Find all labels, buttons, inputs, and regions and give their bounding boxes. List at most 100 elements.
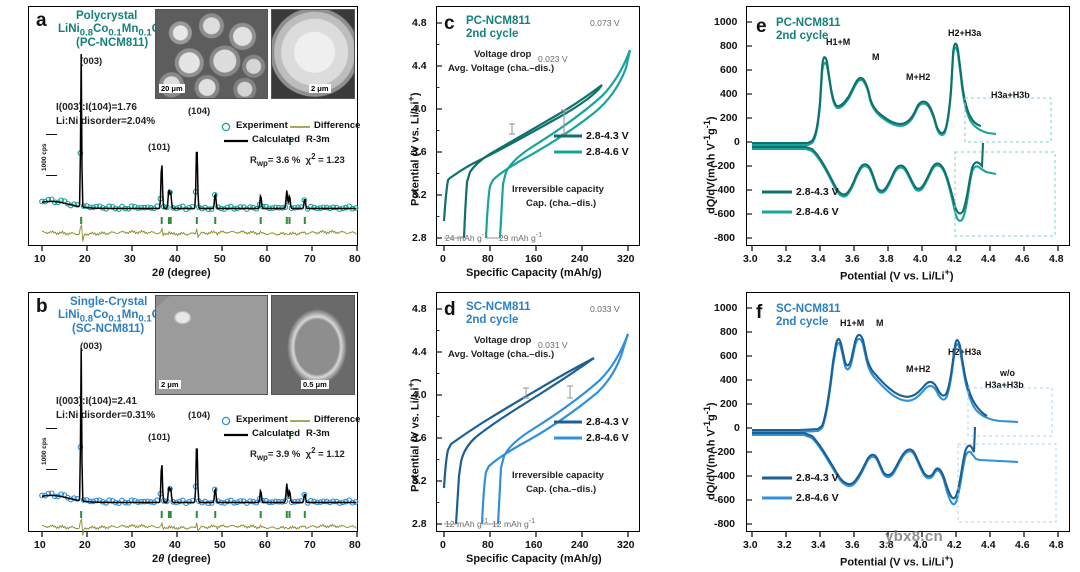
panel-e-ytick-0: 0: [734, 136, 740, 148]
panel-b-legend-calculated: Calculated: [252, 428, 301, 439]
panel-e-ytick-600: 600: [720, 64, 738, 76]
panel-e-xtick-1: 3.2: [777, 253, 792, 265]
panel-b-peak-101: (101): [148, 432, 171, 443]
panel-b-xtick-2: 30: [124, 539, 136, 551]
panel-c-ytick-44: 4.4: [412, 60, 427, 72]
panel-e: e PC-NCM811 2nd cycle H1+M M M+H2 H2+H3a…: [700, 6, 1070, 283]
panel-f-xtick-2: 3.4: [811, 539, 826, 551]
panel-d-note-cap: Cap. (cha.–dis.): [526, 484, 597, 495]
panel-c-xtick-3: 240: [571, 253, 589, 265]
panel-c-xlabel: Specific Capacity (mAh/g): [466, 267, 602, 279]
sem-scalebar-05um: 0.5 μm: [301, 380, 329, 389]
panel-a-title-line3: (PC-NCM811): [76, 37, 149, 49]
panel-a-peak-104: (104): [188, 106, 211, 117]
panel-e-frame: [746, 6, 1070, 246]
panel-e-ytick--800: -800: [714, 232, 736, 244]
panel-d-note-irrev-cap: Irreversible capacity: [512, 470, 604, 481]
panel-e-xtick-9: 4.8: [1049, 253, 1064, 265]
panel-e-xtick-3: 3.6: [845, 253, 860, 265]
panel-e-peak-m: M: [872, 52, 880, 62]
panel-f-ytick-600: 600: [720, 350, 738, 362]
panel-f-xtick-3: 3.6: [845, 539, 860, 551]
panel-b-legend-difference: Difference: [314, 414, 361, 425]
panel-d-ytick-44: 4.4: [412, 346, 427, 358]
panel-e-ylabel: dQ/dV(mAh V-1g-1): [702, 116, 718, 214]
panel-b-xlabel: 2θ (degree): [152, 553, 211, 565]
panel-d-vdrop-046: 0.033 V: [590, 304, 620, 314]
panel-a-legend-r3m: R-3m: [306, 134, 330, 145]
panel-c-xtick-2: 160: [525, 253, 543, 265]
panel-b-cps-bar: [46, 428, 57, 470]
panel-e-ytick-800: 800: [720, 40, 738, 52]
panel-f-peak-wo: w/o: [1000, 368, 1015, 378]
panel-c-xtick-4: 320: [617, 253, 635, 265]
panel-d-ytick-36: 3.6: [412, 432, 427, 444]
panel-a-legend-experiment: Experiment: [236, 120, 288, 131]
panel-d-note-voltage-drop: Voltage drop: [474, 335, 532, 346]
panel-c-legend-43: 2.8-4.3 V: [586, 130, 629, 142]
panel-e-xtick-0: 3.0: [743, 253, 758, 265]
panel-b-legend-r3m: R-3m: [306, 428, 330, 439]
panel-b-ratio: I(003):I(104)=2.41: [56, 396, 137, 407]
panel-c-note-voltage-drop: Voltage drop: [474, 49, 532, 60]
panel-a-xtick-1: 20: [79, 253, 91, 265]
panel-d-subtitle: 2nd cycle: [466, 314, 519, 326]
panel-e-ytick-1000: 1000: [714, 16, 738, 28]
panel-c-letter: c: [444, 13, 455, 34]
panel-c-ytick-36: 3.6: [412, 146, 427, 158]
panel-c-ytick-28: 2.8: [412, 232, 427, 244]
panel-b-peak-104: (104): [188, 410, 211, 421]
panel-a-xtick-0: 10: [34, 253, 46, 265]
panel-e-xaxis: [700, 246, 1070, 253]
panel-a-peak-101: (101): [148, 142, 171, 153]
panel-d-xtick-3: 240: [571, 539, 589, 551]
panel-e-xtick-2: 3.4: [811, 253, 826, 265]
panel-d-xtick-1: 80: [482, 539, 494, 551]
watermark: ybx8.cn: [885, 528, 943, 545]
panel-b-xtick-7: 80: [349, 539, 361, 551]
panel-a-title-line2: LiNi0.8Co0.1Mn0.1O2: [58, 23, 166, 39]
panel-a-xtick-5: 60: [259, 253, 271, 265]
panel-f-subtitle: 2nd cycle: [776, 316, 829, 328]
panel-e-ytick-400: 400: [720, 88, 738, 100]
panel-d-ytick-40: 4.0: [412, 389, 427, 401]
panel-d-note-avg-voltage: Avg. Voltage (cha.–dis.): [448, 349, 555, 360]
panel-c-xtick-1: 80: [482, 253, 494, 265]
panel-b-xtick-6: 70: [304, 539, 316, 551]
panel-f-xtick-6: 4.2: [947, 539, 962, 551]
panel-a-xaxis: [28, 246, 358, 253]
panel-d-legend-43: 2.8-4.3 V: [586, 416, 629, 428]
panel-b-letter: b: [36, 296, 48, 317]
panel-e-xtick-4: 3.8: [879, 253, 894, 265]
panel-d-legend-46: 2.8-4.6 V: [586, 432, 629, 444]
panel-d-vdrop-043: 0.031 V: [538, 340, 568, 350]
panel-d-letter: d: [444, 299, 456, 320]
panel-c-xaxis: [404, 246, 640, 253]
panel-b-xaxis: [28, 532, 358, 539]
panel-a-frame: [28, 6, 358, 246]
panel-c-xtick-0: 0: [440, 253, 446, 265]
panel-f-ytick-0: 0: [734, 422, 740, 434]
panel-e-xtick-8: 4.6: [1015, 253, 1030, 265]
panel-d-title: SC-NCM811: [466, 301, 531, 313]
panel-b-xtick-0: 10: [34, 539, 46, 551]
panel-a: a Polycrystal LiNi0.8Co0.1Mn0.1O2 (PC-NC…: [28, 6, 361, 279]
panel-f-ytick--800: -800: [714, 518, 736, 530]
panel-f-legend-46: 2.8-4.6 V: [796, 492, 839, 504]
panel-e-ytick-200: 200: [720, 112, 738, 124]
panel-e-legend-43: 2.8-4.3 V: [796, 186, 839, 198]
panel-a-xtick-6: 70: [304, 253, 316, 265]
panel-d-cap-046: 12 mAh g-1: [492, 517, 536, 529]
panel-c-ytick-32: 3.2: [412, 189, 427, 201]
panel-f-legend-43: 2.8-4.3 V: [796, 472, 839, 484]
panel-b-xtick-3: 40: [169, 539, 181, 551]
panel-b-xtick-5: 60: [259, 539, 271, 551]
panel-a-cps-bar: [46, 134, 57, 176]
panel-f-peak-h2h3a: H2+H3a: [948, 347, 982, 357]
panel-b: b Single-Crystal LiNi0.8Co0.1Mn0.1O2 (SC…: [28, 292, 361, 565]
panel-e-xtick-7: 4.4: [981, 253, 996, 265]
panel-c-cap-046: 29 mAh g-1: [499, 231, 543, 243]
panel-f-peak-mh2: M+H2: [906, 364, 931, 374]
panel-f-xaxis: [700, 532, 1070, 539]
panel-c-legend-46: 2.8-4.6 V: [586, 146, 629, 158]
